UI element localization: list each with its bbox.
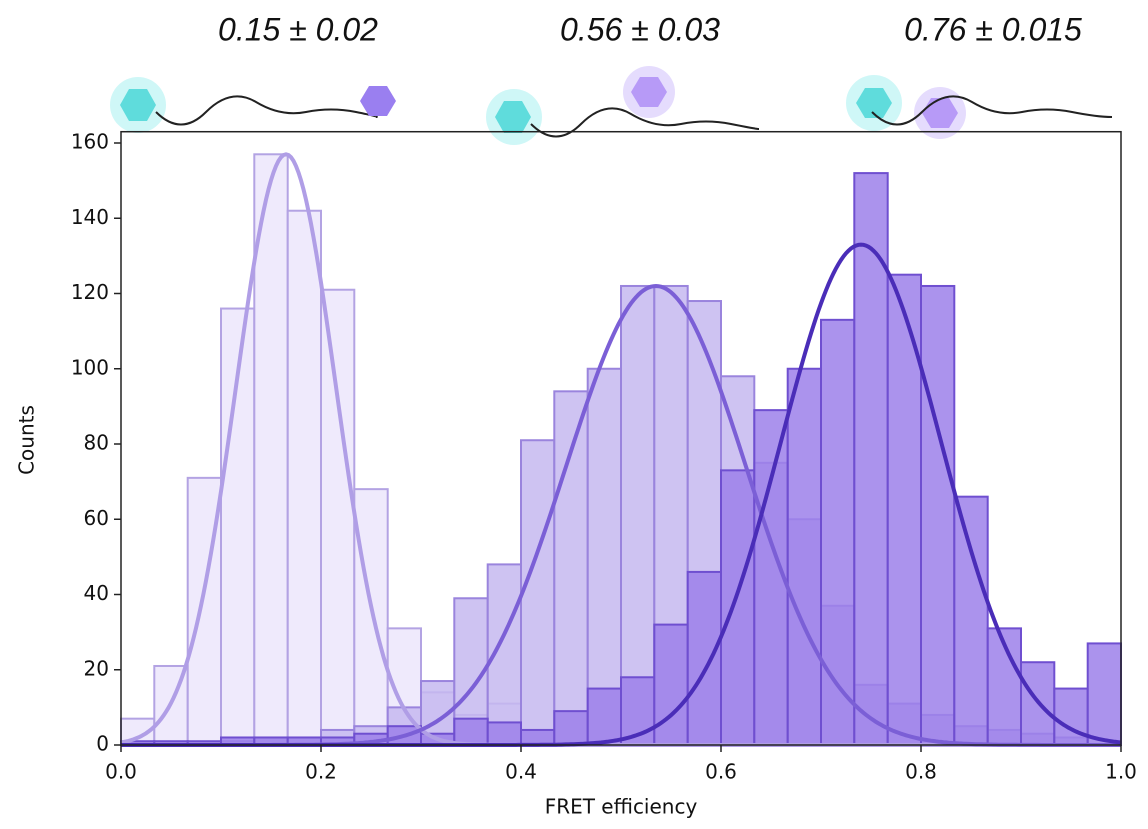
illustrations — [110, 66, 1113, 145]
bar — [553, 710, 589, 747]
y-tick-label: 120 — [71, 280, 109, 304]
bar — [1086, 642, 1122, 746]
bar — [520, 728, 556, 747]
y-tick-label: 140 — [71, 205, 109, 229]
plot-frame — [120, 130, 1122, 746]
y-tick-label: 20 — [84, 656, 109, 680]
bar — [686, 570, 723, 746]
bar — [286, 209, 323, 747]
bar — [953, 495, 989, 746]
bar — [520, 439, 556, 746]
bar — [720, 469, 756, 746]
bar — [253, 153, 289, 747]
bar — [786, 367, 823, 746]
y-tick-label: 160 — [71, 130, 109, 154]
y-tick-label: 40 — [84, 581, 109, 605]
x-tick-label: 0.2 — [305, 760, 337, 784]
bar — [586, 687, 623, 746]
x-tick-label: 1.0 — [1105, 760, 1137, 784]
annotation: 0.56 ± 0.03 — [560, 11, 720, 47]
bar — [920, 284, 956, 746]
bar — [653, 623, 689, 746]
bar — [320, 288, 356, 746]
y-tick-label: 80 — [84, 431, 109, 455]
x-tick-label: 0.8 — [905, 760, 937, 784]
bar — [853, 172, 889, 747]
annotation: 0.15 ± 0.02 — [218, 11, 378, 47]
bar — [453, 717, 489, 746]
bar — [553, 390, 589, 746]
x-tick-label: 0.0 — [105, 760, 137, 784]
x-axis-label: FRET efficiency — [545, 795, 698, 819]
y-tick-label: 100 — [71, 355, 109, 379]
bar — [1053, 687, 1089, 746]
bar — [486, 563, 523, 747]
x-tick-label: 0.4 — [505, 760, 537, 784]
annotation: 0.76 ± 0.015 — [904, 11, 1082, 47]
y-tick-label: 60 — [84, 506, 109, 530]
bar — [486, 721, 523, 746]
y-tick-label: 0 — [96, 732, 109, 756]
bar — [620, 284, 656, 746]
bar — [353, 488, 389, 746]
x-tick-label: 0.6 — [705, 760, 737, 784]
bar — [820, 318, 856, 746]
y-axis-label: Counts — [15, 405, 39, 475]
